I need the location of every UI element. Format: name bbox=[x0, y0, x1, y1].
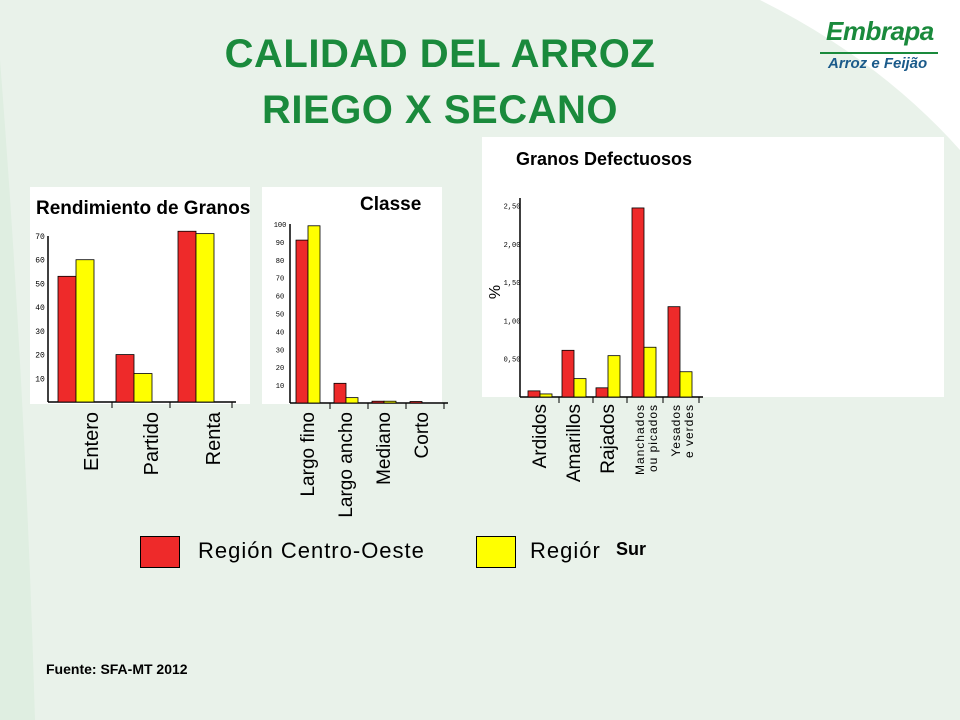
bar bbox=[631, 207, 645, 398]
bar bbox=[561, 349, 575, 398]
bar bbox=[371, 400, 385, 404]
y-tick-label: 1,00 bbox=[504, 318, 521, 326]
category-label: Entero bbox=[81, 412, 103, 471]
bar bbox=[307, 225, 321, 404]
logo-wordmark: Embrapa bbox=[826, 16, 934, 46]
category-label: Ardidos bbox=[530, 404, 551, 468]
y-tick-label: 0,50 bbox=[504, 357, 521, 365]
logo-divider bbox=[820, 52, 938, 54]
bar bbox=[57, 275, 77, 403]
y-tick-label: 80 bbox=[276, 258, 284, 266]
y-tick-label: 30 bbox=[276, 347, 284, 355]
logo-subtitle: Arroz e Feijão bbox=[828, 55, 928, 72]
bar bbox=[133, 373, 153, 403]
y-tick-label: 2,00 bbox=[504, 242, 521, 250]
legend-swatch-yellow bbox=[476, 536, 516, 568]
bar bbox=[75, 259, 95, 403]
y-tick-label: 2,50 bbox=[504, 204, 521, 212]
slide-title-line-1: CALIDAD DEL ARROZ bbox=[224, 32, 656, 76]
category-label: Manchadosou picados bbox=[633, 404, 660, 475]
chart-title: Granos Defectuosos bbox=[516, 149, 692, 169]
y-tick-label: 20 bbox=[276, 365, 284, 373]
bar bbox=[573, 378, 587, 398]
category-label: Amarillos bbox=[564, 404, 585, 482]
background-left-band bbox=[0, 60, 35, 720]
y-tick-label: 60 bbox=[35, 257, 45, 266]
y-tick-label: 10 bbox=[35, 375, 45, 384]
y-tick-label: 10 bbox=[276, 383, 284, 391]
y-axis-label: % bbox=[487, 285, 504, 299]
chart-title: Rendimiento de Granos bbox=[36, 198, 250, 219]
bar bbox=[607, 355, 621, 398]
category-label: Largo ancho bbox=[336, 412, 357, 518]
bar bbox=[177, 230, 197, 403]
bar bbox=[383, 400, 397, 404]
bar bbox=[345, 397, 359, 404]
category-label: Rajados bbox=[598, 404, 619, 474]
y-tick-label: 20 bbox=[35, 352, 45, 361]
category-label: Renta bbox=[203, 411, 225, 465]
y-tick-label: 50 bbox=[35, 280, 45, 289]
bar bbox=[409, 401, 423, 404]
y-tick-label: 70 bbox=[276, 276, 284, 284]
bar bbox=[195, 233, 215, 403]
bar bbox=[527, 390, 541, 398]
y-tick-label: 40 bbox=[276, 329, 284, 337]
y-tick-label: 40 bbox=[35, 304, 45, 313]
bar bbox=[643, 346, 657, 398]
category-label: Mediano bbox=[374, 412, 395, 485]
bar bbox=[115, 354, 135, 403]
legend-swatch-red bbox=[140, 536, 180, 568]
category-label: Largo fino bbox=[298, 412, 319, 497]
legend-label: Región Centro-Oeste bbox=[198, 538, 425, 563]
y-tick-label: 50 bbox=[276, 312, 284, 320]
bar bbox=[333, 382, 347, 404]
chart-title: Classe bbox=[360, 194, 421, 215]
embrapa-logo: Embrapa Arroz e Feijão bbox=[812, 14, 938, 76]
category-label: Partido bbox=[141, 412, 163, 475]
chart-panel bbox=[262, 187, 442, 404]
y-tick-label: 90 bbox=[276, 240, 284, 248]
legend-label-extra: Sur bbox=[616, 539, 647, 559]
category-label: Yesadose verdes bbox=[669, 404, 696, 458]
bar bbox=[667, 306, 681, 398]
bar bbox=[295, 239, 309, 404]
y-tick-label: 1,50 bbox=[504, 280, 521, 288]
source-note: Fuente: SFA-MT 2012 bbox=[46, 661, 188, 677]
category-label: Corto bbox=[412, 412, 433, 458]
bar bbox=[679, 371, 693, 398]
legend-label: Regiór bbox=[530, 538, 601, 563]
chart-panel bbox=[482, 137, 944, 397]
y-tick-label: 60 bbox=[276, 294, 284, 302]
y-tick-label: 30 bbox=[35, 328, 45, 337]
bar bbox=[539, 393, 553, 398]
bar bbox=[595, 387, 609, 398]
slide-title-line-2: RIEGO X SECANO bbox=[262, 88, 618, 132]
y-tick-label: 100 bbox=[274, 222, 287, 230]
y-tick-label: 70 bbox=[35, 233, 45, 242]
